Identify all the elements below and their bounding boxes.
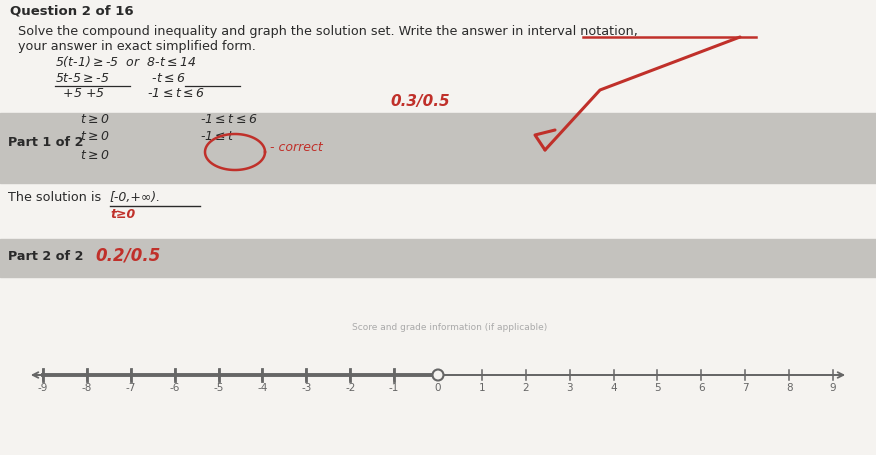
Bar xyxy=(0,239,876,278)
Text: 3: 3 xyxy=(567,382,573,392)
Text: [-0,+∞).: [-0,+∞). xyxy=(110,191,161,203)
Text: 4: 4 xyxy=(611,382,617,392)
Text: Part 1 of 2: Part 1 of 2 xyxy=(8,136,83,149)
Text: 5(t-1)$\geq$-5  or  8-t$\leq$14: 5(t-1)$\geq$-5 or 8-t$\leq$14 xyxy=(55,54,196,69)
Text: -5: -5 xyxy=(214,382,223,392)
Text: Part 2 of 2: Part 2 of 2 xyxy=(8,249,83,263)
Text: your answer in exact simplified form.: your answer in exact simplified form. xyxy=(18,40,256,53)
Text: 7: 7 xyxy=(742,382,748,392)
Text: Score and grade information (if applicable): Score and grade information (if applicab… xyxy=(352,323,548,332)
Text: t$\geq$0: t$\geq$0 xyxy=(80,113,110,126)
Text: t≥0: t≥0 xyxy=(110,207,135,221)
Text: 0.3/0.5: 0.3/0.5 xyxy=(390,94,449,109)
Text: +5 +5           -1$\leq$t$\leq$6: +5 +5 -1$\leq$t$\leq$6 xyxy=(55,87,205,100)
Text: t$\geq$0: t$\geq$0 xyxy=(80,130,110,143)
Text: -4: -4 xyxy=(258,382,268,392)
Text: 9: 9 xyxy=(830,382,837,392)
Text: -1: -1 xyxy=(389,382,399,392)
Text: The solution is: The solution is xyxy=(8,191,102,203)
Text: -9: -9 xyxy=(38,382,48,392)
Text: -1$\leq$t: -1$\leq$t xyxy=(200,130,235,143)
Text: 6: 6 xyxy=(698,382,704,392)
Text: -6: -6 xyxy=(169,382,180,392)
Text: 5t-5$\geq$-5           -t$\leq$6: 5t-5$\geq$-5 -t$\leq$6 xyxy=(55,72,186,85)
Text: Question 2 of 16: Question 2 of 16 xyxy=(10,4,134,17)
Text: 0: 0 xyxy=(434,382,442,392)
Text: -2: -2 xyxy=(345,382,356,392)
Text: -7: -7 xyxy=(125,382,136,392)
Text: 5: 5 xyxy=(654,382,661,392)
Text: -8: -8 xyxy=(81,382,92,392)
Text: Solve the compound inequality and graph the solution set. Write the answer in in: Solve the compound inequality and graph … xyxy=(18,25,638,38)
Text: 0.2/0.5: 0.2/0.5 xyxy=(95,245,160,263)
Text: 2: 2 xyxy=(522,382,529,392)
Text: -1$\leq$t$\leq$6: -1$\leq$t$\leq$6 xyxy=(200,113,258,126)
Text: -3: -3 xyxy=(301,382,312,392)
Bar xyxy=(0,114,876,184)
Text: 1: 1 xyxy=(478,382,485,392)
Text: 8: 8 xyxy=(786,382,793,392)
Text: t$\geq$0: t$\geq$0 xyxy=(80,149,110,162)
Circle shape xyxy=(433,369,443,381)
Text: - correct: - correct xyxy=(270,141,322,154)
